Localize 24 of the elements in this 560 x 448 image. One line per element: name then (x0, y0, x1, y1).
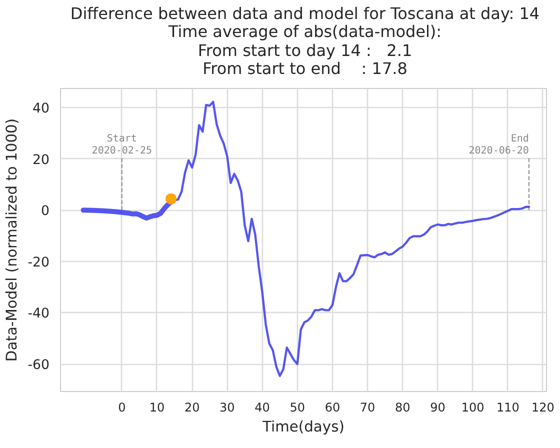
ref-line-label: Start 2020-02-25 (92, 133, 152, 156)
x-tick-label: 90 (430, 400, 446, 414)
x-tick-label: 110 (496, 400, 520, 414)
x-tick-label: 100 (461, 400, 484, 414)
x-tick-label: 120 (532, 400, 554, 414)
x-tick-label: 10 (149, 400, 165, 414)
y-axis-title: Data-Model (normalized to 1000) (4, 118, 21, 362)
y-tick-label: 20 (32, 152, 50, 168)
y-tick-label: 40 (32, 101, 50, 116)
x-tick-label: 0 (118, 400, 126, 414)
x-tick-label: 60 (324, 400, 340, 414)
x-tick-label: 70 (360, 400, 376, 414)
x-tick-label: 20 (184, 400, 200, 414)
x-axis-title: Time(days) (262, 418, 344, 436)
ref-line-label: End 2020-06-20 (468, 133, 529, 156)
y-tick-label: -60 (28, 358, 50, 373)
y-tick-label: -40 (28, 306, 50, 322)
y-tick-label: 0 (41, 204, 50, 219)
x-tick-label: 40 (254, 400, 270, 414)
y-tick-label: -20 (28, 254, 50, 270)
x-tick-label: 80 (394, 400, 410, 414)
chart-title: Difference between data and model for Toscana at day: 14 Time average of abs(data-model): From start to day 14 : 2.1 From start to end : 17.8 (70, 4, 540, 79)
x-tick-label: 50 (290, 400, 306, 414)
x-tick-label: 30 (220, 400, 235, 414)
